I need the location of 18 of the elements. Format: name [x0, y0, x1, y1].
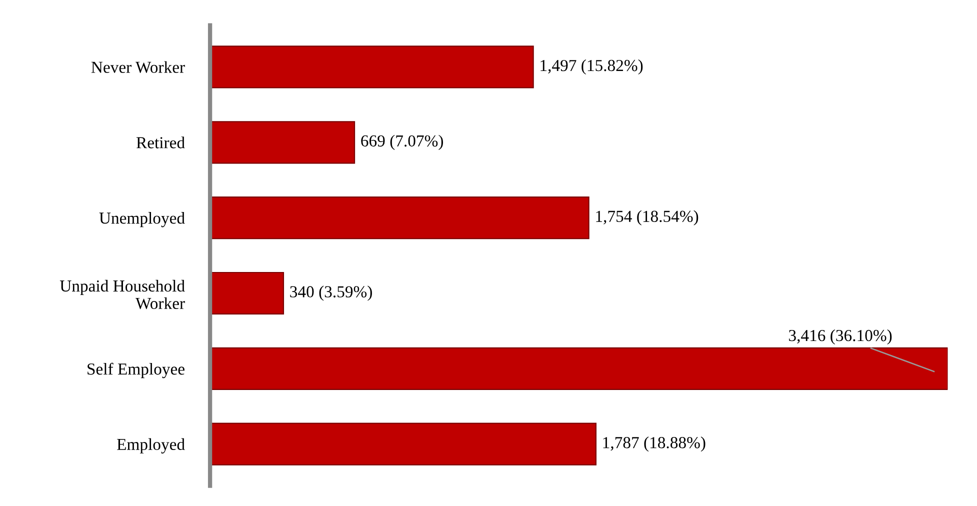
- data-label: 1,754 (18.54%): [596, 210, 698, 226]
- bar: [210, 121, 356, 164]
- bar: [210, 46, 534, 88]
- data-label: 3,416 (36.10%): [789, 329, 892, 345]
- data-label: 340 (3.59%): [290, 286, 372, 301]
- y-tick-label: Retired: [136, 136, 185, 148]
- bar: [210, 347, 948, 390]
- data-label: 1,787 (18.88%): [603, 436, 706, 452]
- data-label: 669 (7.07%): [361, 134, 443, 150]
- bar: [210, 196, 590, 240]
- y-tick-label: Employed: [117, 438, 185, 454]
- y-tick-label: Never Worker: [91, 61, 185, 74]
- bar: [210, 422, 596, 466]
- y-tick-label: Self Employee: [88, 362, 184, 378]
- data-label: 1,497 (15.82%): [540, 59, 643, 75]
- y-tick-label: Unpaid Household Worker: [60, 280, 185, 310]
- y-tick-label: Unemployed: [99, 212, 185, 228]
- bar: [210, 272, 284, 315]
